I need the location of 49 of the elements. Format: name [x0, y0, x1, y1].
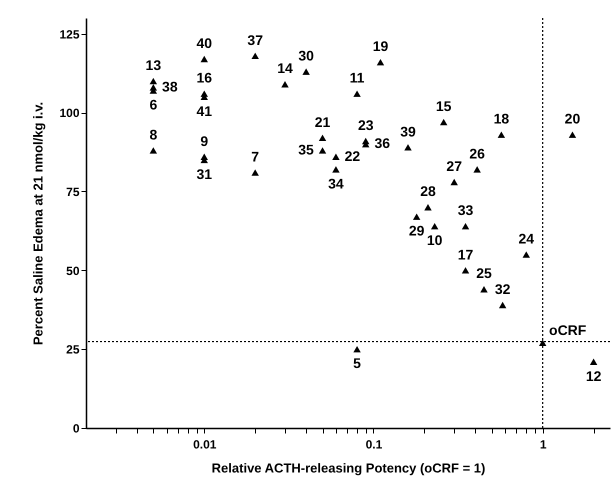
annotation: 12	[586, 368, 602, 384]
annotation: 37	[247, 32, 264, 48]
annotation: 17	[458, 246, 474, 262]
x-tick-label: 0.01	[193, 438, 217, 452]
annotation: 15	[436, 98, 452, 114]
annotation: 41	[196, 102, 212, 119]
y-tick-label: 75	[66, 184, 80, 199]
annotation: 9	[200, 132, 208, 149]
annotation: 5	[353, 355, 362, 372]
annotation: 16	[196, 70, 212, 86]
annotation: 27	[446, 158, 462, 174]
annotation: 18	[494, 110, 510, 127]
annotation: 32	[494, 281, 511, 297]
annotation: 25	[476, 265, 492, 282]
y-tick-label: 50	[66, 264, 80, 278]
annotation: 39	[400, 123, 416, 140]
y-tick-label: 125	[59, 27, 80, 42]
annotation: 8	[149, 126, 158, 142]
annotation: 34	[328, 175, 344, 192]
annotation: 7	[251, 148, 260, 165]
y-axis-title: Percent Saline Edema at 21 nmol/kg i.v.	[30, 102, 46, 346]
annotation: 38	[162, 78, 178, 94]
x-tick-label: 0.1	[366, 438, 383, 452]
annotation: 23	[358, 117, 374, 133]
annotation: 26	[469, 145, 486, 162]
annotation: oCRF	[549, 322, 587, 338]
annotation: 10	[426, 232, 443, 248]
annotation: 30	[298, 48, 314, 64]
annotation: 20	[564, 110, 580, 127]
y-tick-label: 0	[72, 422, 80, 436]
annotation: 35	[298, 141, 314, 158]
annotation: 21	[314, 114, 331, 130]
y-tick-label: 100	[59, 106, 80, 120]
annotation: 40	[196, 35, 212, 51]
annotation: 14	[277, 60, 293, 76]
annotation: 22	[344, 148, 360, 164]
annotation: 24	[518, 230, 534, 247]
annotation: 33	[458, 202, 474, 218]
annotation: 6	[149, 96, 158, 113]
annotation: 28	[420, 183, 436, 200]
annotation: 13	[146, 57, 162, 74]
annotation: 31	[196, 166, 212, 182]
annotation: 29	[408, 222, 425, 239]
x-tick-label: 1	[540, 438, 547, 452]
annotation: 11	[350, 70, 365, 86]
x-axis-title: Relative ACTH-releasing Potency (oCRF = 1)	[212, 460, 486, 476]
y-tick-label: 25	[66, 342, 80, 357]
annotation: 36	[374, 135, 390, 152]
annotation: 19	[372, 38, 388, 54]
